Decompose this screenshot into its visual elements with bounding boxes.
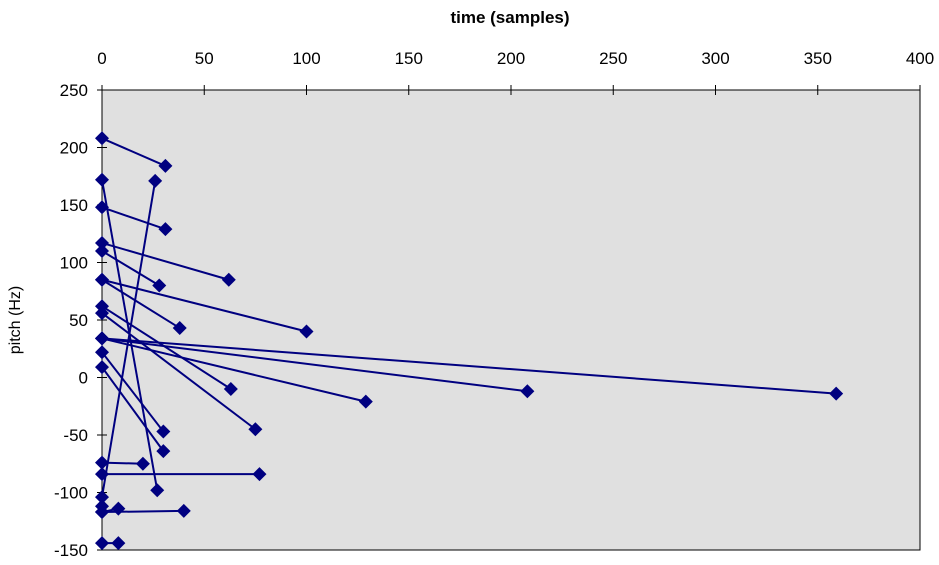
data-point (95, 172, 109, 187)
data-point (158, 222, 173, 237)
series-line (101, 461, 143, 465)
data-point (152, 278, 167, 293)
y-tick-label: 50 (69, 311, 88, 330)
plot-area (101, 89, 921, 551)
series-line (101, 137, 166, 167)
y-axis-title: pitch (Hz) (7, 286, 24, 354)
data-point (95, 131, 109, 146)
series-line (101, 337, 837, 395)
data-point (176, 503, 191, 518)
x-tick-label: 400 (906, 49, 934, 68)
data-point (248, 422, 263, 437)
data-point (95, 200, 109, 215)
series-line (101, 351, 165, 433)
series-group (95, 131, 844, 551)
data-point (95, 490, 109, 505)
data-point (95, 499, 109, 514)
series-line (101, 278, 181, 329)
y-tick-label: -50 (63, 426, 88, 445)
series-line (101, 366, 165, 452)
x-tick-label: 300 (701, 49, 729, 68)
y-tick-label: 100 (60, 254, 88, 273)
series-line (101, 206, 166, 231)
x-axis-title: time (samples) (450, 8, 569, 27)
tick-labels: 0 50 100 150 200 250 300 350 400 250 200 150 100 50 0 -… (54, 49, 934, 560)
series-line (101, 337, 528, 393)
data-point (299, 324, 314, 339)
data-point (158, 158, 173, 173)
y-tick-label: 150 (60, 196, 88, 215)
data-point (223, 382, 238, 396)
series-line (101, 312, 256, 431)
y-tick-label: -100 (54, 484, 88, 503)
data-point (95, 455, 109, 470)
data-point (520, 384, 535, 399)
y-tick-label: 250 (60, 81, 88, 100)
x-tick-label: 0 (97, 49, 106, 68)
data-point (111, 501, 126, 516)
data-point (156, 424, 171, 439)
data-point (95, 306, 109, 321)
data-point (221, 272, 236, 287)
data-point (95, 272, 109, 287)
data-point (95, 536, 109, 551)
x-tick-label: 100 (292, 49, 320, 68)
x-tick-label: 200 (497, 49, 525, 68)
x-tick-label: 50 (195, 49, 214, 68)
data-point (358, 394, 373, 409)
series-line (101, 241, 230, 281)
series-line (101, 250, 160, 287)
data-point (148, 173, 163, 188)
x-tick-label: 350 (804, 49, 832, 68)
y-tick-label: 200 (60, 139, 88, 158)
data-point (135, 456, 150, 471)
data-point (95, 467, 109, 482)
series-line (101, 180, 157, 498)
data-point (95, 235, 109, 250)
data-point (156, 444, 171, 459)
data-point (829, 386, 844, 401)
series-line (101, 337, 367, 403)
data-point (95, 345, 109, 360)
data-point (95, 331, 109, 346)
data-point (95, 360, 109, 375)
data-point (172, 321, 187, 336)
y-tick-label: -150 (54, 541, 88, 560)
x-tick-label: 150 (395, 49, 423, 68)
data-point (150, 483, 165, 498)
series-line (101, 305, 232, 390)
data-point (111, 536, 126, 551)
y-tick-label: 0 (79, 369, 88, 388)
data-point (252, 467, 267, 482)
x-tick-label: 250 (599, 49, 627, 68)
data-point (95, 244, 109, 258)
